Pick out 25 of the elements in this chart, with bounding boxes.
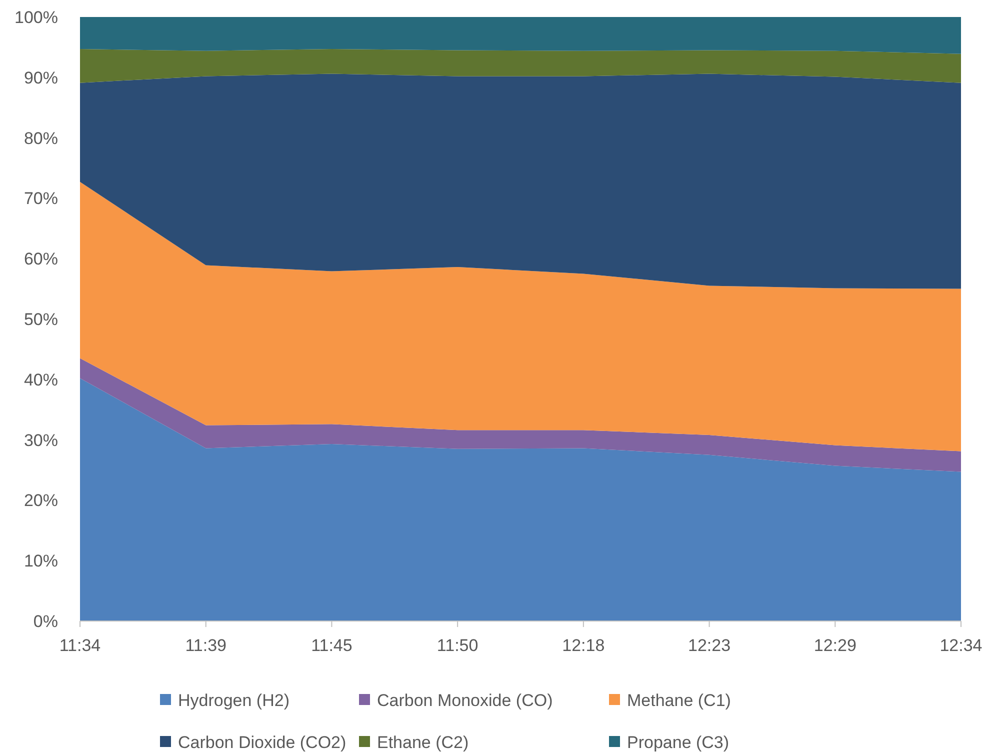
legend-label: Propane (C3)	[627, 732, 730, 752]
y-tick-label: 90%	[24, 68, 58, 88]
y-tick-label: 0%	[33, 612, 58, 631]
x-tick-label: 12:34	[940, 636, 982, 655]
y-tick-label: 60%	[24, 250, 58, 269]
x-tick-label: 11:39	[185, 636, 226, 655]
legend-label: Methane (C1)	[627, 690, 731, 710]
x-tick-label: 11:45	[311, 636, 352, 655]
y-tick-label: 50%	[24, 310, 58, 329]
x-tick-label: 11:50	[436, 636, 478, 655]
y-tick-label: 20%	[24, 491, 58, 510]
x-tick-label: 11:34	[59, 636, 101, 655]
y-tick-label: 30%	[24, 430, 58, 450]
y-tick-label: 100%	[14, 8, 58, 27]
y-tick-label: 40%	[24, 370, 58, 390]
legend-label: Ethane (C2)	[377, 732, 469, 752]
y-tick-label: 70%	[24, 189, 58, 208]
legend-label: Carbon Dioxide (CO2)	[178, 732, 346, 752]
legend-label: Carbon Monoxide (CO)	[377, 690, 553, 710]
y-tick-label: 80%	[24, 128, 58, 148]
x-tick-label: 12:23	[688, 636, 731, 655]
y-tick-label: 10%	[24, 552, 58, 571]
x-tick-label: 12:18	[562, 636, 605, 655]
legend-label: Hydrogen (H2)	[178, 690, 290, 710]
x-tick-label: 12:29	[814, 636, 856, 655]
